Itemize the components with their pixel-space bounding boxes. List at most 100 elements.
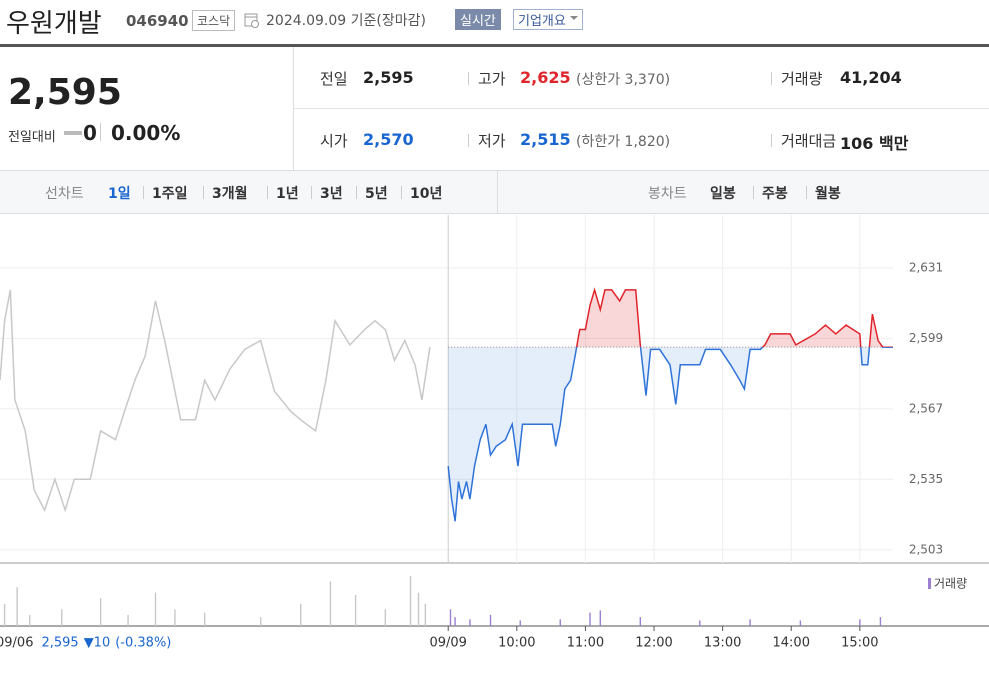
x-tick-label: 15:00 [841,636,878,651]
candle-chart-label: 봉차트 [648,186,687,202]
period-tab[interactable]: 1주일 [152,186,188,202]
separator [401,186,402,199]
x-tick-label: 10:00 [498,636,535,651]
row-divider [294,108,989,109]
volume-bar [354,594,357,626]
volume-bar [259,617,262,626]
volume-bar [469,619,471,626]
prev-date: 09/06 [0,636,33,651]
legend-label: 거래량 [934,577,967,591]
overview-button[interactable]: 기업개요 [513,9,583,30]
separator [771,72,772,85]
volume-bar [329,581,332,626]
volume-bar [799,620,802,626]
volume-bar [859,619,861,626]
prev-change: ▼10 [84,636,111,651]
separator [311,186,312,199]
stat-value: 106 백만 [840,134,909,153]
legend-swatch [928,578,931,589]
stat-value: 2,515 [520,130,571,149]
volume-bar [559,619,561,626]
date: 2024.09.09 기준(장마감) [266,13,426,29]
volume-bar [879,617,882,626]
period-tab[interactable]: 10년 [410,186,443,202]
x-tick-label: 11:00 [567,636,604,651]
change-value: 0 [83,121,97,145]
header-divider [0,44,989,47]
y-tick-label: 2,503 [909,542,943,556]
separator [356,186,357,199]
stock-code: 046940 [126,12,189,30]
volume-bar [489,614,492,626]
tab-divider [497,171,498,213]
candle-tab[interactable]: 주봉 [762,186,788,202]
volume-bar [599,610,601,626]
stat-label: 전일 [320,70,348,88]
x-tick-label: 13:00 [704,636,741,651]
stat-label: 저가 [478,132,506,150]
candle-tab[interactable]: 월봉 [815,186,841,202]
flat-icon [64,131,82,135]
y-tick-label: 2,535 [909,472,943,486]
overview-label: 기업개요 [518,14,566,29]
volume-bar [61,609,63,626]
x-tick-label: 09/09 [429,636,466,651]
period-tab[interactable]: 1년 [276,186,299,202]
volume-bar [417,592,420,626]
stat-label: 시가 [320,132,348,150]
period-tab[interactable]: 1일 [108,186,131,202]
price-line-up [575,287,893,348]
stat-label: 거래량 [781,70,823,88]
volume-bar [174,609,176,626]
period-tab[interactable]: 3년 [320,186,343,202]
stat-value: 2,570 [363,130,414,149]
panel-divider [293,47,294,170]
volume-bar [300,603,302,626]
y-tick-label: 2,567 [909,401,943,415]
stat-label: 고가 [478,70,506,88]
stat-note: (상한가 3,370) [576,72,671,88]
calendar-icon [244,13,259,28]
realtime-button[interactable]: 실시간 [455,9,501,30]
separator [806,186,807,199]
price-line-down [447,347,893,522]
separator [203,186,204,199]
x-tick-label: 12:00 [635,636,672,651]
tab-bar [0,170,989,214]
volume-bar [384,609,387,626]
volume-bar [127,614,129,626]
volume-bar [699,620,701,626]
change-pct: 0.00% [111,121,181,145]
volume-bar [99,598,102,626]
stat-value: 2,625 [520,68,571,87]
area-down [448,347,893,522]
separator [143,186,144,199]
volume-bar [454,617,456,626]
volume-bar [154,592,157,626]
stock-name: 우원개발 [6,9,102,39]
dropdown-arrow [569,16,578,24]
volume-bar [449,609,452,626]
volume-bar [29,614,31,626]
volume-bar [424,603,427,626]
prev-change-pct: (-0.38%) [115,636,171,651]
period-tab[interactable]: 5년 [365,186,388,202]
candle-tab[interactable]: 일봉 [710,186,736,202]
chart: 2,503 2,535 2,567 2,599 2,631 09/09 10:00 11:00… [0,215,989,651]
stat-value: 41,204 [840,68,902,87]
change-label: 전일대비 [8,130,56,145]
stat-note: (하한가 1,820) [576,134,671,150]
period-tab[interactable]: 3개월 [212,186,248,202]
volume-bar [16,587,18,626]
x-tick-label: 14:00 [773,636,810,651]
separator [468,134,469,147]
stat-label: 거래대금 [781,132,837,150]
price-line-prev [0,289,431,513]
market-badge: 코스닥 [192,10,236,31]
line-chart-label: 선차트 [45,186,84,202]
volume-bar [749,619,751,626]
y-tick-label: 2,599 [909,331,943,345]
volume-bar [589,612,591,626]
